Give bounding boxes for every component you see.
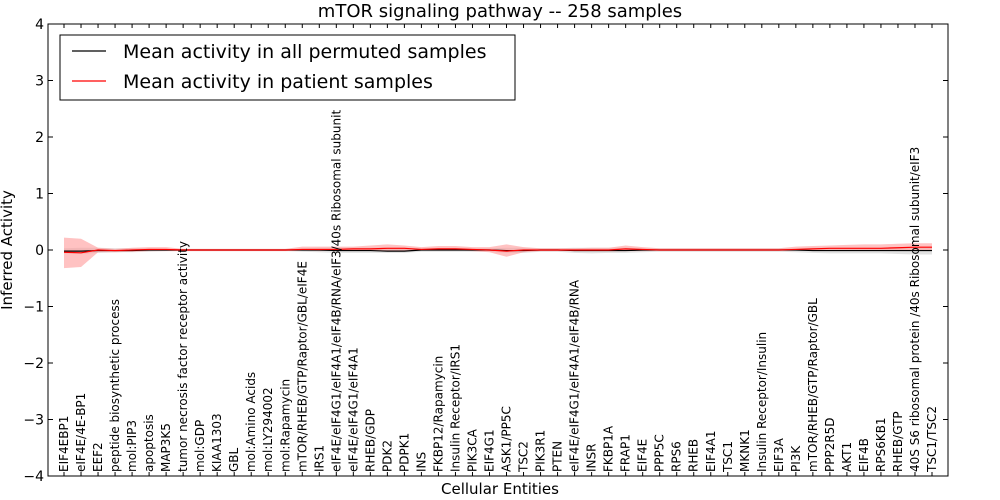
category-label: EIF3A	[772, 437, 786, 472]
legend: Mean activity in all permuted samples Me…	[59, 34, 516, 101]
y-tick-label: 4	[35, 17, 44, 33]
category-label: EIF4A1	[704, 430, 718, 472]
category-label: IRS1	[312, 445, 326, 472]
category-label: AKT1	[840, 442, 854, 472]
category-label: mol:Rapamycin	[278, 379, 292, 472]
y-tick-label: 2	[35, 130, 44, 146]
confidence-bands	[64, 237, 932, 269]
series-lines	[63, 246, 932, 254]
category-label: FKBP1A	[602, 425, 616, 472]
category-label: ASK1/PP5C	[500, 406, 514, 472]
category-label: Insulin Receptor/IRS1	[448, 344, 462, 472]
category-label: PIK3CA	[465, 428, 479, 472]
category-label: eIF4E/eIF4G1/eIF4A1/eIF4B/RNA	[568, 279, 582, 472]
y-tick-label: −3	[23, 413, 44, 429]
category-label: mTOR/RHEB/GTP/Raptor/GBL/eIF4E	[295, 261, 309, 472]
series-line-1	[63, 246, 932, 254]
series-band-1	[64, 237, 932, 269]
category-label: mTOR/RHEB/GTP/Raptor/GBL	[806, 298, 820, 472]
category-label: eIF4E/eIF4G1/eIF4A1/eIF4B/RNA/eIF3/40s R…	[329, 110, 343, 472]
category-label: PDPK1	[397, 433, 411, 472]
category-label: peptide biosynthetic process	[108, 299, 122, 472]
category-label: FRAP1	[619, 434, 633, 472]
category-label: EIF4EBP1	[57, 416, 71, 472]
x-axis-label: Cellular Entities	[441, 480, 559, 498]
y-tick-label: 0	[35, 243, 44, 259]
category-label: mol:Amino Acids	[244, 372, 258, 472]
legend-label-permuted: Mean activity in all permuted samples	[123, 41, 486, 63]
category-label: TSC1/TSC2	[925, 406, 939, 473]
y-tick-label: −2	[23, 356, 44, 372]
category-label: GBL	[227, 447, 241, 472]
category-label: PTEN	[551, 441, 565, 472]
category-label: EEF2	[91, 442, 105, 472]
chart-title: mTOR signaling pathway -- 258 samples	[318, 1, 682, 22]
category-label: MKNK1	[738, 429, 752, 472]
category-label: PI3K	[789, 445, 803, 472]
category-label: mol:GDP	[193, 420, 207, 472]
category-label: tumor necrosis factor receptor activity	[176, 241, 190, 472]
category-label: INSR	[585, 444, 599, 472]
category-label: mol:PIP3	[125, 420, 139, 472]
category-label: FKBP12/Rapamycin	[431, 356, 445, 472]
category-label: RPS6	[670, 441, 684, 472]
category-label: PIK3R1	[534, 430, 548, 472]
category-label: RHEB/GDP	[363, 409, 377, 472]
category-label: eIF4E/4E-BP1	[74, 393, 88, 472]
category-label: MAP3K5	[159, 423, 173, 472]
category-label: PDK2	[380, 440, 394, 472]
category-label: PPP5C	[653, 434, 667, 472]
y-tick-label: 3	[35, 74, 44, 90]
category-label: mol:LY294002	[261, 387, 275, 472]
category-label: Insulin Receptor/Insulin	[755, 332, 769, 472]
category-label: RPS6KB1	[874, 417, 888, 472]
category-label: TSC1	[721, 441, 735, 473]
y-tick-label: −4	[23, 469, 44, 485]
category-label: 40S S6 ribosomal protein /40s Ribosomal …	[908, 147, 922, 472]
category-label: apoptosis	[142, 414, 156, 472]
category-label: INS	[414, 452, 428, 472]
category-label: RHEB	[687, 439, 701, 472]
y-tick-label: −1	[23, 300, 44, 316]
category-label: KIAA1303	[210, 413, 224, 472]
category-label: PPP2R5D	[823, 417, 837, 472]
category-labels: EIF4EBP1 eIF4E/4E-BP1 EEF2 peptide biosynth…	[57, 110, 939, 473]
y-tick-label: 1	[35, 187, 44, 203]
y-axis-label: Inferred Activity	[0, 190, 16, 310]
y-axis-ticks: −4 −3 −2 −1 0 1 2 3 4	[23, 17, 948, 485]
category-label: EIF4E	[636, 439, 650, 472]
category-label: EIF4B	[857, 438, 871, 472]
category-label: TSC2	[517, 441, 531, 473]
category-label: EIF4G1	[482, 429, 496, 472]
category-label: RHEB/GTP	[891, 411, 905, 472]
x-axis-ticks	[63, 24, 933, 476]
legend-label-patient: Mean activity in patient samples	[123, 71, 433, 93]
legend-box	[59, 34, 516, 101]
category-label: eIF4E/eIF4G1/eIF4A1	[346, 347, 360, 472]
